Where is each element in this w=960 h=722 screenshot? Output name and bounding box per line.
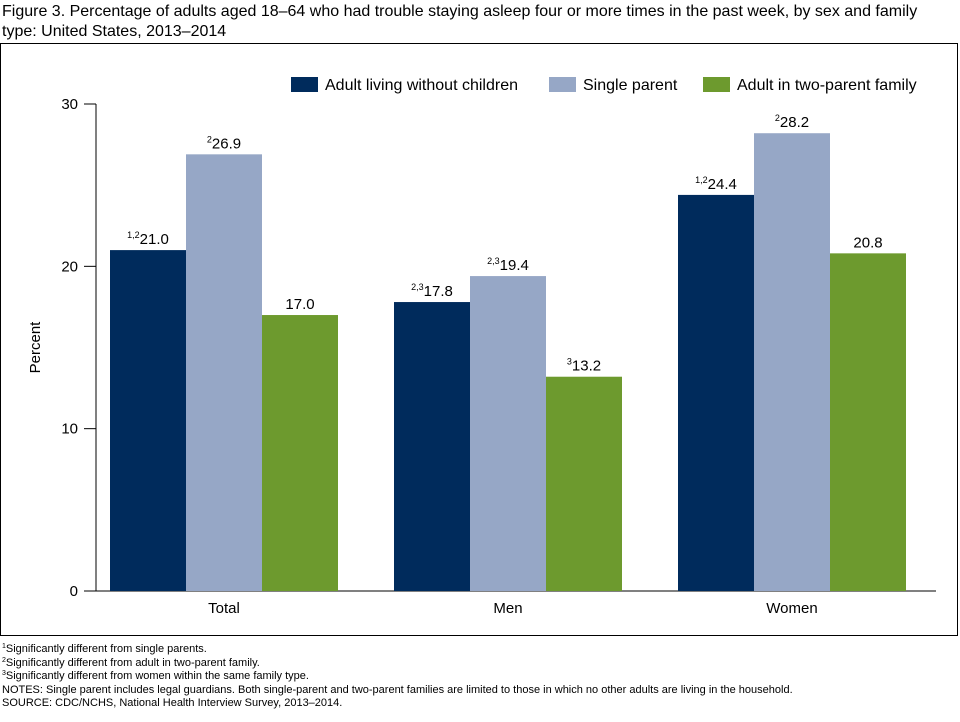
footnotes: 1Significantly different from single par… (2, 643, 960, 711)
bar-value-label: 226.9 (207, 134, 241, 152)
bar (110, 250, 186, 591)
bar-value-label: 1,224.4 (695, 175, 737, 193)
bar-value-label: 2,319.4 (487, 256, 529, 274)
notes-text: NOTES: Single parent includes legal guar… (2, 683, 793, 696)
bar-value-label: 1,221.0 (127, 230, 169, 248)
x-tick-label: Women (766, 600, 817, 617)
x-tick-label: Total (208, 600, 240, 617)
bar-value-label: 228.2 (775, 113, 809, 131)
legend-swatch (549, 77, 576, 92)
bar (186, 154, 262, 591)
footnote-2: 2Significantly different from adult in t… (2, 656, 260, 669)
bar-value-label: 17.0 (285, 296, 314, 313)
bar (394, 302, 470, 591)
figure-title: Figure 3. Percentage of adults aged 18–6… (2, 3, 918, 40)
y-tick-label: 0 (70, 583, 78, 600)
legend-label: Adult living without children (325, 77, 518, 94)
y-axis-title: Percent (27, 321, 44, 374)
bar (262, 315, 338, 591)
y-tick-label: 30 (61, 96, 78, 113)
bar-chart: 0 10 20 30 Percent 1,221.0 2,317.8 1,224.4 226.9… (27, 77, 936, 617)
y-tick-label: 20 (61, 258, 78, 275)
bar-value-label: 20.8 (853, 234, 882, 251)
legend-swatch (291, 77, 318, 92)
footnote-1: 1Significantly different from single par… (2, 643, 207, 655)
legend-label: Adult in two-parent family (737, 77, 917, 94)
bar (830, 253, 906, 591)
legend-label: Single parent (583, 77, 678, 94)
bar (470, 276, 546, 591)
legend-swatch (703, 77, 730, 92)
chart-frame: 0 10 20 30 Percent 1,221.0 2,317.8 1,224.4 226.9… (0, 43, 958, 636)
y-tick-label: 10 (61, 421, 78, 438)
bar-value-label: 313.2 (567, 357, 601, 375)
source-text: SOURCE: CDC/NCHS, National Health Interv… (2, 697, 343, 709)
x-tick-label: Men (493, 600, 522, 617)
bar (678, 194, 754, 591)
bar (546, 376, 622, 591)
bar-value-label: 2,317.8 (411, 282, 453, 300)
bar (754, 133, 830, 591)
footnote-3: 3Significantly different from women with… (2, 670, 309, 682)
